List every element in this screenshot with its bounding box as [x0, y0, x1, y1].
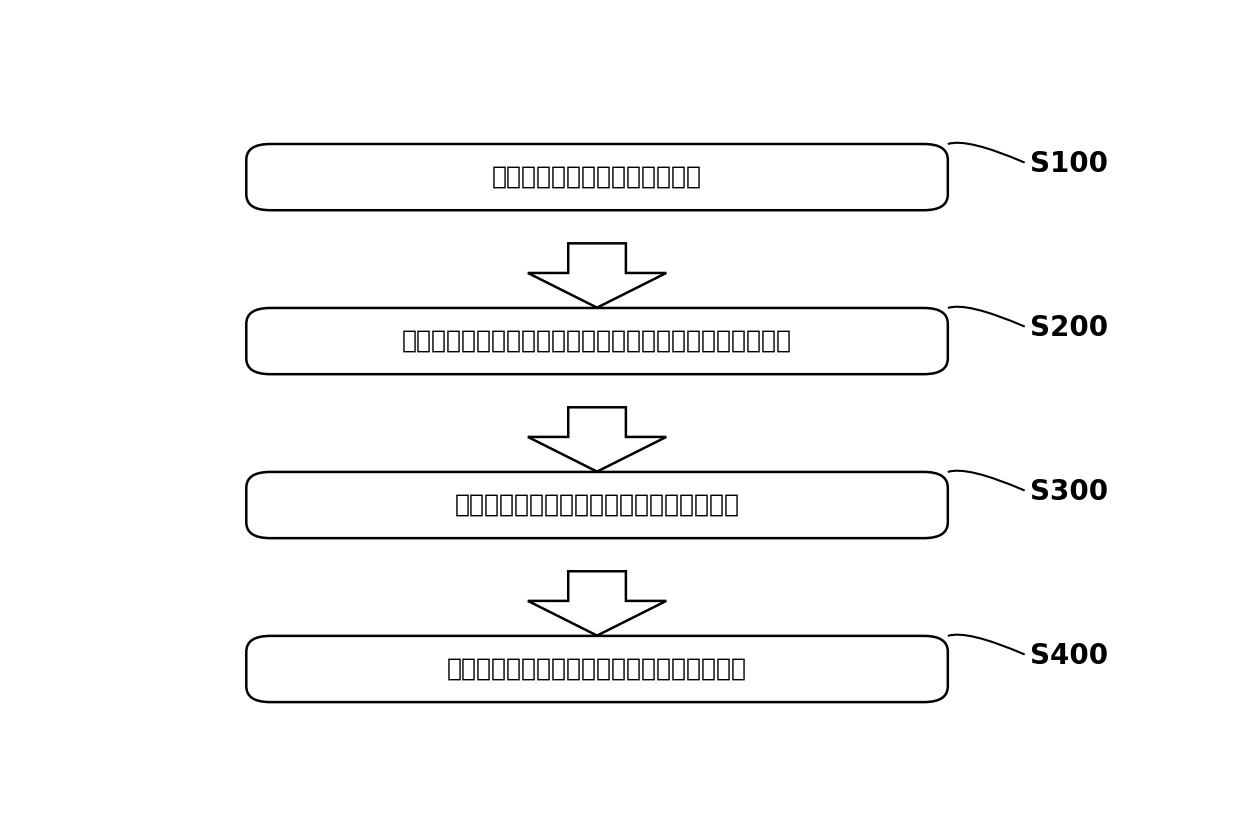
Text: S400: S400	[1029, 642, 1107, 671]
Text: 借助影响因素叠加法求解公路滑坡破坏损失度: 借助影响因素叠加法求解公路滑坡破坏损失度	[448, 657, 746, 681]
Text: 层次分析法和大数据分析结合计算出损失性评价指标权重值: 层次分析法和大数据分析结合计算出损失性评价指标权重值	[402, 329, 792, 353]
Polygon shape	[528, 407, 666, 472]
Text: S200: S200	[1029, 314, 1107, 342]
FancyBboxPatch shape	[247, 308, 947, 374]
Polygon shape	[528, 243, 666, 308]
Text: 构建公路滑坡破坏层次分析模型: 构建公路滑坡破坏层次分析模型	[492, 165, 702, 189]
FancyBboxPatch shape	[247, 636, 947, 702]
Text: S100: S100	[1029, 151, 1107, 179]
Text: 划分损失性评价指标并赋予相应的评价分值: 划分损失性评价指标并赋予相应的评价分值	[455, 493, 739, 517]
Text: S300: S300	[1029, 478, 1107, 506]
FancyBboxPatch shape	[247, 144, 947, 210]
Polygon shape	[528, 572, 666, 636]
FancyBboxPatch shape	[247, 472, 947, 538]
